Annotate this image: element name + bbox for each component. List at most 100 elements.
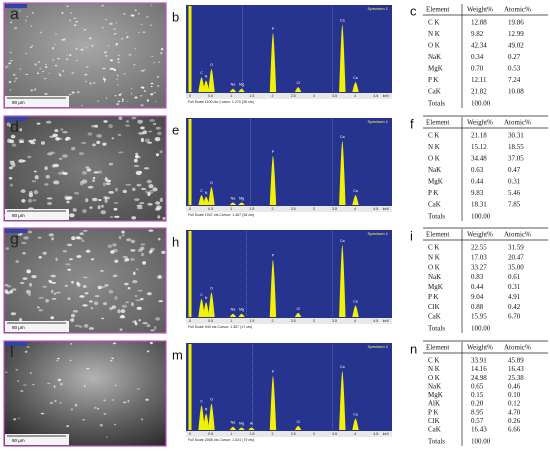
- sem-texture: [9, 289, 13, 294]
- peak-label: P: [272, 150, 275, 154]
- sem-texture: [113, 202, 119, 204]
- sem-texture: [134, 295, 138, 297]
- sem-texture: [52, 47, 54, 50]
- sem-texture: [70, 313, 76, 318]
- sem-texture: [27, 155, 32, 159]
- sem-texture: [111, 357, 114, 360]
- table-header: Atomic%: [504, 119, 531, 127]
- peak-label: Ca: [340, 365, 345, 369]
- table-cell: 0.44: [471, 178, 484, 186]
- sem-image: [4, 3, 166, 108]
- peak-label: Ca: [353, 189, 358, 193]
- spectrum-tick: 2: [272, 319, 274, 323]
- sem-texture: [89, 206, 93, 209]
- sem-texture: [41, 141, 45, 145]
- sem-texture: [147, 203, 153, 206]
- table-cell: MgK: [428, 65, 443, 73]
- sem-texture: [47, 202, 52, 205]
- sem-texture: [97, 285, 102, 290]
- table-header: Weight%: [467, 6, 493, 14]
- peak-label: Mg: [239, 83, 244, 87]
- sem-texture: [159, 197, 163, 203]
- panel-label: m: [172, 347, 183, 362]
- sem-texture: [155, 317, 161, 321]
- sem-texture: [70, 12, 73, 14]
- sem-texture: [117, 58, 120, 61]
- spectrum-plot: [186, 118, 392, 206]
- sem-texture: [66, 425, 70, 427]
- sem-texture: [146, 324, 151, 328]
- spectrum-peak: [208, 403, 215, 430]
- sem-texture: [140, 104, 144, 107]
- sem-texture: [126, 238, 132, 242]
- sem-texture: [54, 64, 58, 67]
- panel-label: b: [172, 9, 179, 24]
- sem-texture: [158, 237, 161, 241]
- spectrum-tick: 3: [313, 319, 315, 323]
- peak-label: Mg: [239, 196, 244, 200]
- table-cell: 9.82: [471, 30, 484, 38]
- table-cell: 9.04: [471, 293, 484, 301]
- sem-texture: [117, 84, 119, 86]
- table-cell: O K: [428, 374, 440, 382]
- spectrum-tick: 1: [230, 319, 232, 323]
- sem-texture: [118, 151, 124, 154]
- sem-texture: [152, 62, 156, 64]
- table-cell: 0.47: [508, 166, 521, 174]
- sem-texture: [45, 120, 52, 124]
- spectrum-tick: 3.5: [332, 207, 337, 211]
- sem-texture: [85, 66, 89, 68]
- sem-texture: [149, 24, 153, 26]
- sem-texture: [18, 159, 25, 163]
- scale-label: 90 μm: [12, 100, 25, 105]
- table-cell: CaK: [428, 426, 441, 434]
- sem-texture: [102, 76, 105, 79]
- sem-texture: [155, 126, 161, 130]
- sem-texture: [146, 16, 149, 18]
- sem-texture: [161, 250, 166, 254]
- sem-texture: [53, 180, 60, 185]
- spectrum-peak: [238, 427, 245, 430]
- sem-texture: [39, 67, 42, 70]
- sem-texture: [113, 207, 118, 211]
- sem-texture: [31, 180, 36, 183]
- sem-texture: [55, 257, 58, 262]
- sem-texture: [98, 199, 102, 201]
- sem-texture: [9, 139, 15, 144]
- sem-texture: [83, 276, 88, 279]
- sem-texture: [153, 92, 157, 94]
- sem-tag: [5, 4, 27, 8]
- sem-texture: [44, 93, 48, 95]
- table-cell: 18.55: [508, 143, 524, 151]
- sem-texture: [137, 32, 140, 34]
- table-cell: P K: [428, 293, 438, 301]
- sem-texture: [37, 72, 39, 74]
- sem-texture: [96, 134, 103, 138]
- sem-texture: [69, 213, 75, 218]
- sem-texture: [103, 78, 107, 81]
- sem-texture: [108, 124, 113, 129]
- sem-texture: [111, 137, 115, 140]
- table-cell: 0.27: [508, 53, 521, 61]
- spectrum-tick: 0.5: [208, 94, 213, 98]
- sem-texture: [28, 230, 33, 234]
- sem-texture: [140, 297, 144, 301]
- sem-texture: [150, 93, 154, 96]
- sem-texture: [120, 314, 125, 318]
- sem-texture: [51, 298, 57, 300]
- spectrum-peak: [208, 69, 215, 92]
- sem-texture: [70, 343, 72, 345]
- spectrum-axis-bar: [186, 93, 392, 99]
- sem-texture: [114, 384, 117, 387]
- table-cell: 6.70: [508, 313, 521, 321]
- sem-texture: [81, 179, 88, 184]
- sem-texture: [52, 58, 55, 61]
- sem-texture: [13, 418, 17, 421]
- sem-texture: [148, 184, 154, 189]
- sem-texture: [141, 86, 144, 89]
- sem-texture: [105, 55, 108, 57]
- sem-texture: [115, 187, 118, 192]
- sem-texture: [124, 258, 130, 262]
- sem-texture: [133, 158, 138, 163]
- sem-texture: [79, 232, 84, 235]
